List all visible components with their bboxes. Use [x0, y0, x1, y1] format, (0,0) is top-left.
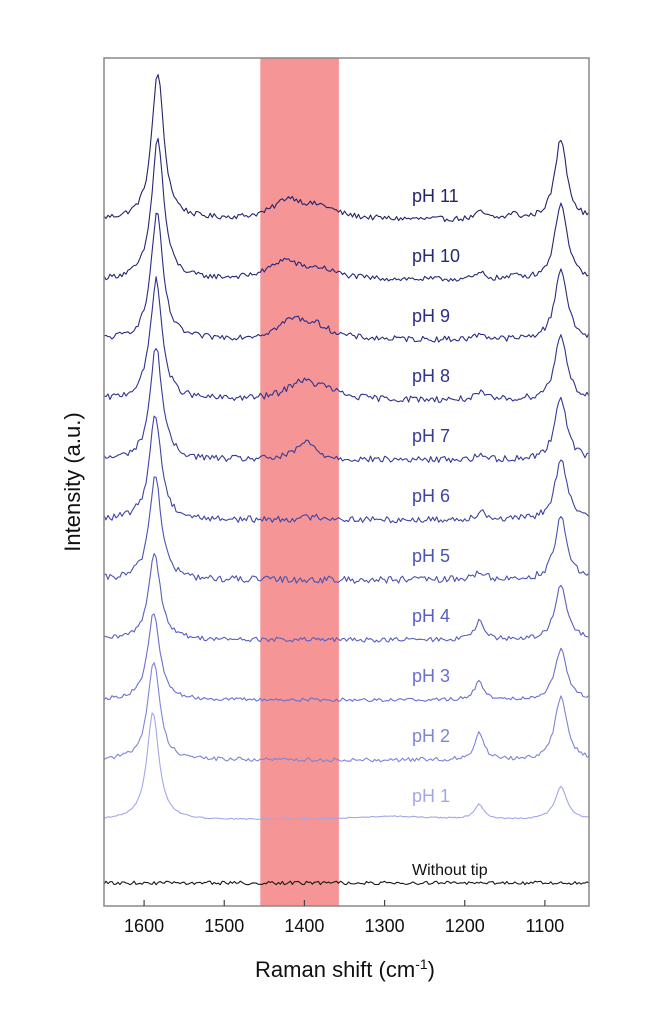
y-axis-label: Intensity (a.u.) [60, 412, 85, 551]
series-line-ph-5 [103, 476, 590, 584]
plot-frame [103, 57, 590, 907]
series-label-ph-4: pH 4 [412, 606, 450, 626]
series-line-ph-11 [103, 74, 590, 223]
series-line-ph-6 [103, 415, 590, 524]
series-label-ph-5: pH 5 [412, 546, 450, 566]
series-line-ph-2 [103, 662, 590, 763]
series-line-ph-10 [103, 137, 590, 283]
series-label-ph-11: pH 11 [412, 186, 459, 206]
highlight-band-layer [260, 58, 339, 906]
x-tick-label: 1100 [526, 916, 565, 936]
x-axis-label-close: ) [428, 957, 435, 982]
series-line-ph-4 [103, 552, 590, 643]
series-label-without-tip: Without tip [412, 862, 488, 879]
series-label-ph-1: pH 1 [412, 786, 450, 806]
x-tick-label: 1600 [124, 916, 164, 936]
x-tick-label: 1400 [284, 916, 324, 936]
series-line-ph-9 [103, 212, 590, 343]
x-tick-label: 1200 [445, 916, 485, 936]
series-line-ph-7 [103, 348, 590, 464]
highlight-band [260, 58, 339, 906]
series-label-ph-10: pH 10 [412, 246, 460, 266]
x-axis-label-sup: -1 [415, 956, 428, 972]
x-axis-label: Raman shift (cm-1) [255, 956, 435, 982]
x-tick-label: 1500 [204, 916, 244, 936]
x-tick-layer: 1600 1500 1400 1300 1200 1100 [124, 900, 564, 936]
series-label-ph-7: pH 7 [412, 426, 450, 446]
series-label-ph-6: pH 6 [412, 486, 450, 506]
series-line-without-tip [103, 880, 590, 886]
series-label-ph-9: pH 9 [412, 306, 450, 326]
series-label-layer: pH 11 pH 10 pH 9 pH 8 pH 7 pH 6 pH 5 pH 4 pH 3 pH… [412, 186, 488, 879]
series-label-ph-8: pH 8 [412, 366, 450, 386]
series-label-ph-2: pH 2 [412, 726, 450, 746]
x-axis-label-main: Raman shift (cm [255, 957, 415, 982]
x-tick-label: 1300 [365, 916, 405, 936]
series-line-ph-1 [103, 712, 590, 821]
series-line-ph-3 [103, 613, 590, 703]
series-line-ph-8 [103, 276, 590, 403]
series-layer [103, 74, 590, 886]
series-label-ph-3: pH 3 [412, 666, 450, 686]
